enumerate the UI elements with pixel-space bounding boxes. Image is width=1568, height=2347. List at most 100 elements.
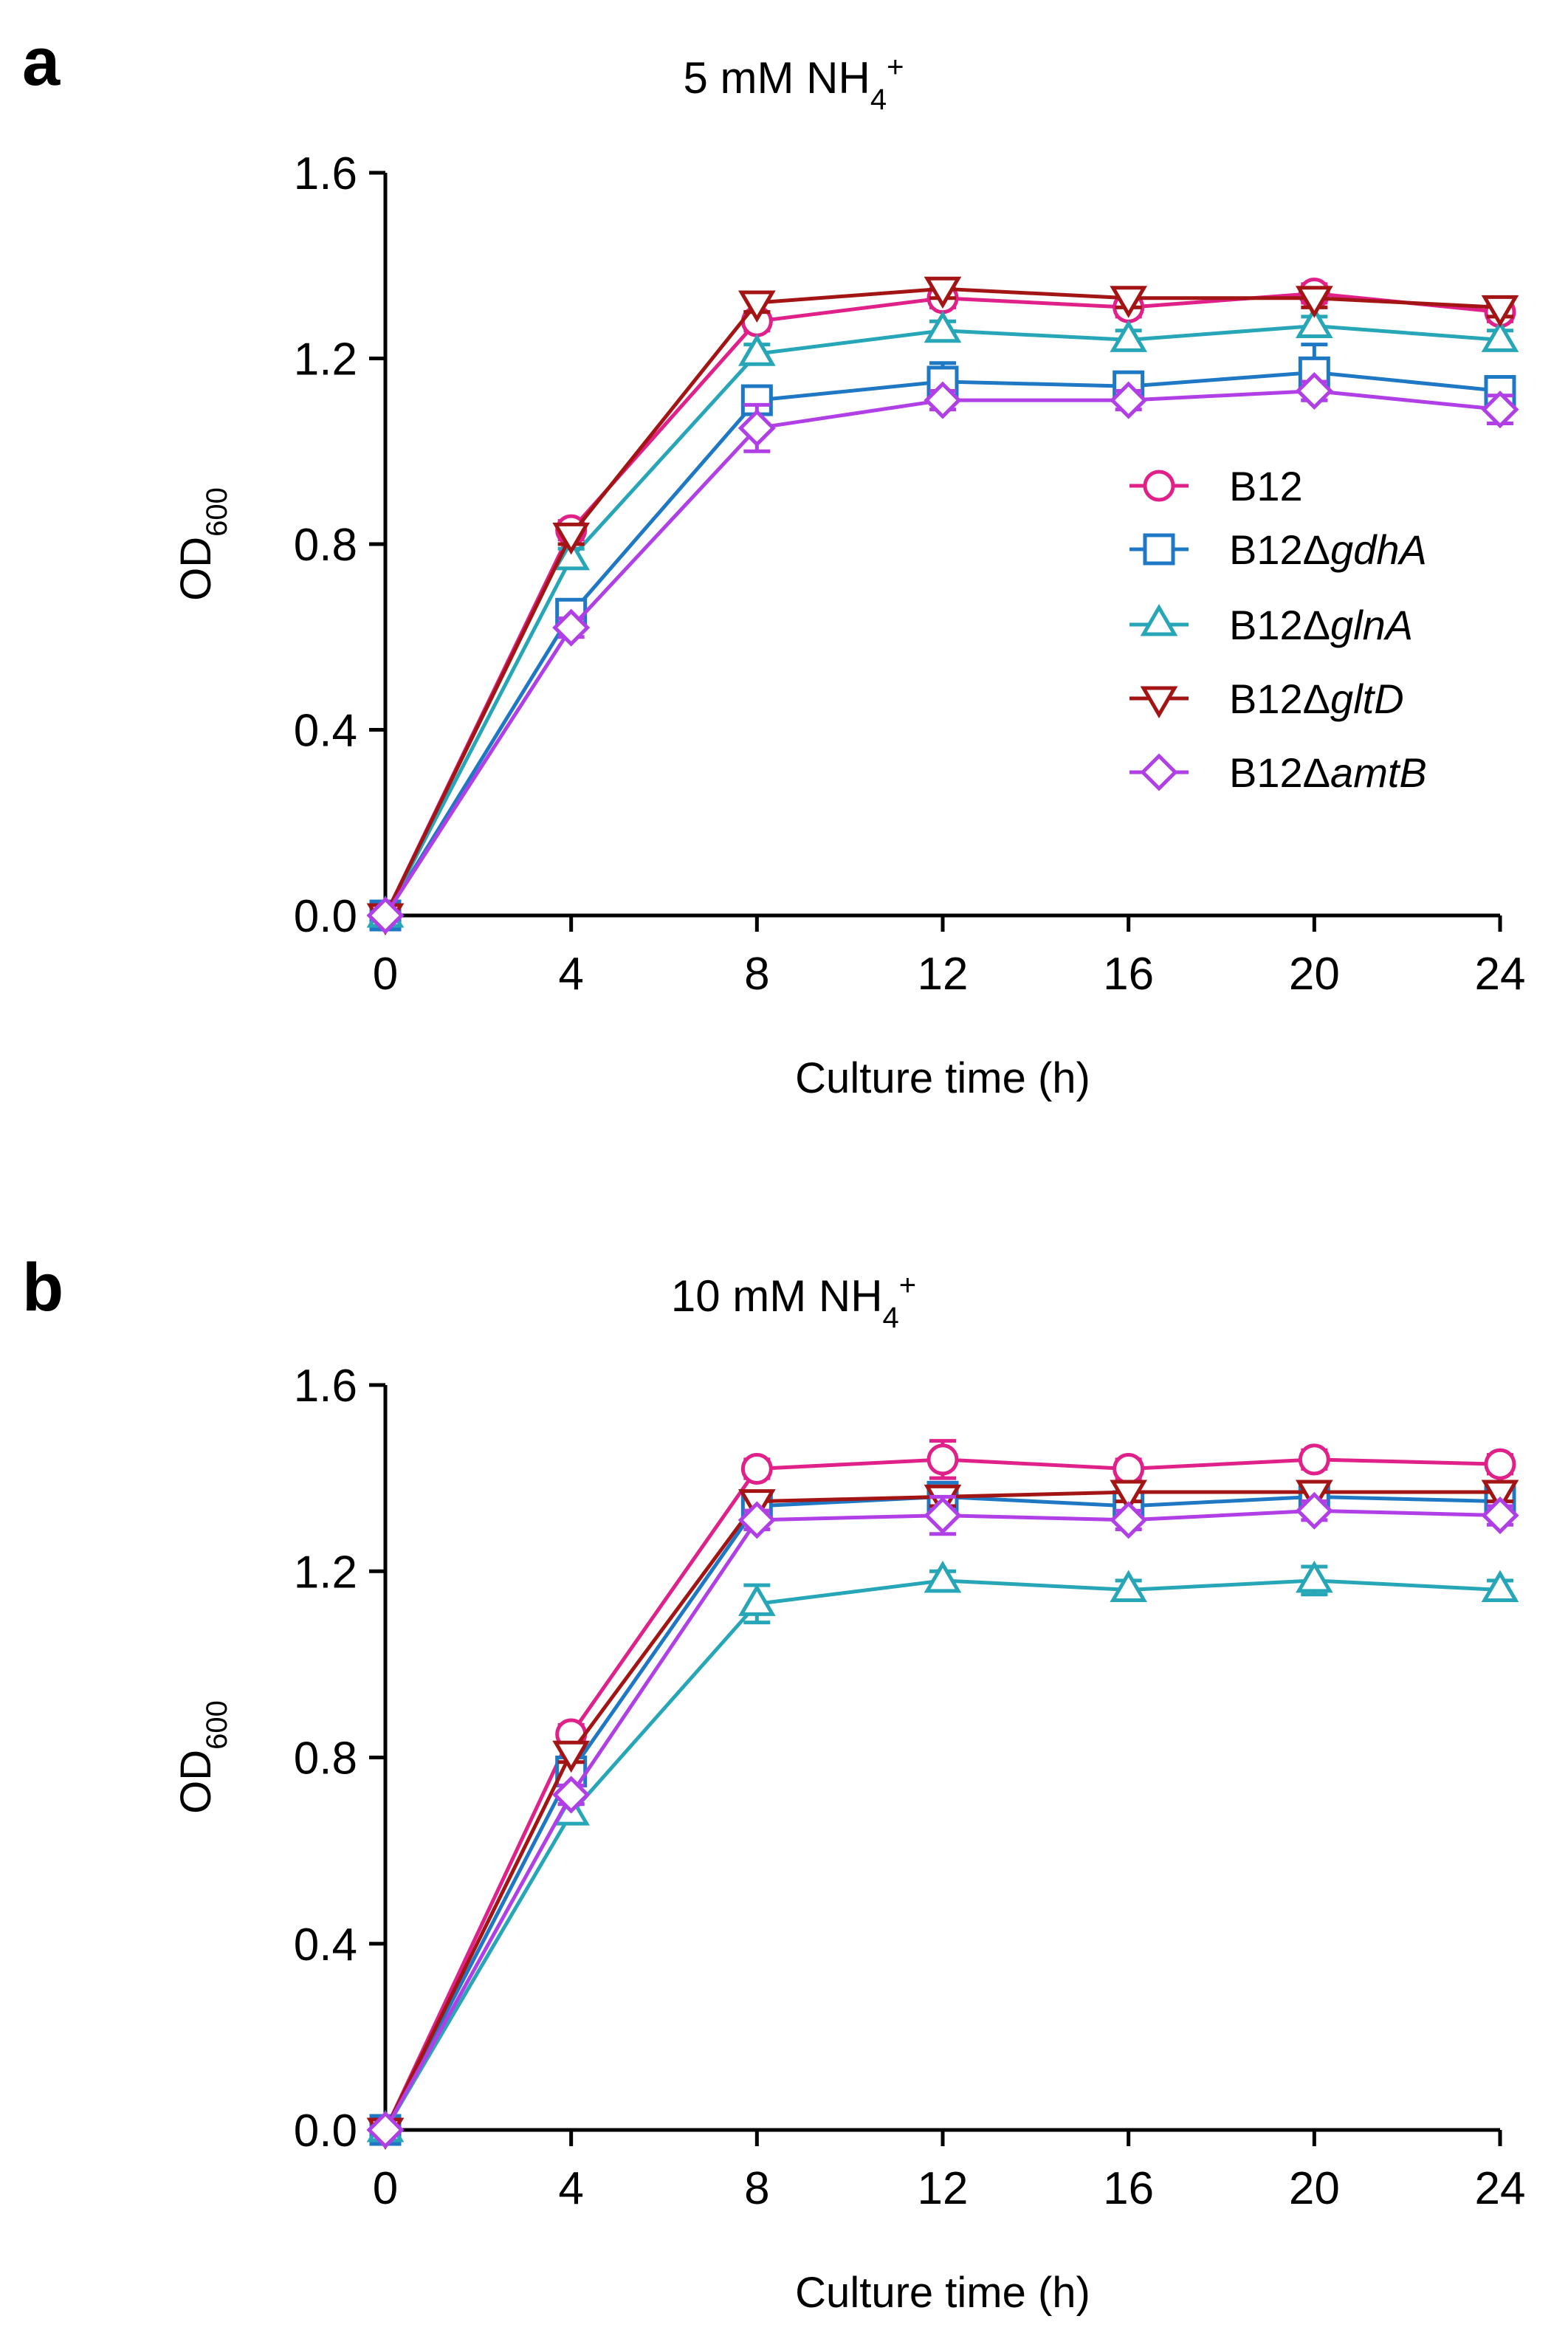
y-tick-label: 1.2 xyxy=(294,334,357,385)
data-point xyxy=(1295,1491,1333,1530)
y-tick-label: 0.0 xyxy=(294,2106,357,2157)
data-point xyxy=(366,896,405,935)
chart-title-a: 5 mM NH4+ xyxy=(684,51,904,116)
data-point xyxy=(1481,295,1519,328)
data-point xyxy=(552,608,591,647)
data-point xyxy=(1295,371,1333,410)
data-point xyxy=(1295,1560,1333,1593)
data-point xyxy=(1110,1501,1148,1539)
x-tick-label: 8 xyxy=(744,949,769,1000)
plot-area-a: 0 4 8 12 16 20 24 0.0 0.4 0.8 1.2 1.6 xyxy=(294,148,1526,1000)
data-point xyxy=(1110,381,1148,419)
y-tick-label: 0.8 xyxy=(294,520,357,571)
data-point xyxy=(924,1560,962,1593)
series-group-b xyxy=(366,1439,1519,2150)
data-point xyxy=(1295,286,1333,318)
x-tick-label: 12 xyxy=(918,949,969,1000)
x-tick-label: 20 xyxy=(1289,949,1340,1000)
y-tick-label: 1.6 xyxy=(294,148,357,199)
y-axis-label-b: OD600 xyxy=(172,1700,233,1814)
data-point xyxy=(737,334,776,366)
ticks-b: 0 4 8 12 16 20 24 0.0 0.4 0.8 1.2 1.6 xyxy=(294,1361,1526,2214)
legend-item-glna: B12ΔglnA xyxy=(1129,602,1413,648)
panel-label-a: a xyxy=(22,24,61,100)
panel-label-b: b xyxy=(22,1250,63,1325)
plot-area-b: 0 4 8 12 16 20 24 0.0 0.4 0.8 1.2 1.6 xyxy=(294,1361,1526,2214)
data-point xyxy=(737,409,776,447)
x-tick-label: 0 xyxy=(373,949,398,1000)
data-point xyxy=(1113,1453,1145,1485)
y-tick-label: 0.8 xyxy=(294,1733,357,1784)
data-point xyxy=(552,522,591,555)
series-3 xyxy=(366,276,1519,935)
legend-label-gltd: B12ΔgltD xyxy=(1229,676,1404,722)
series-line xyxy=(383,389,1501,917)
data-point xyxy=(1481,391,1519,429)
data-point xyxy=(1110,1570,1148,1602)
legend-marker-square xyxy=(1143,533,1175,566)
chart-title-b: 10 mM NH4+ xyxy=(671,1269,916,1334)
x-tick-label: 24 xyxy=(1475,2163,1526,2214)
data-point xyxy=(737,290,776,323)
series-line xyxy=(383,1508,1501,2131)
legend-item-gltd: B12ΔgltD xyxy=(1129,676,1404,722)
data-point xyxy=(924,381,962,419)
data-point xyxy=(552,1776,591,1814)
y-tick-label: 0.4 xyxy=(294,706,357,757)
ticks-a: 0 4 8 12 16 20 24 0.0 0.4 0.8 1.2 1.6 xyxy=(294,148,1526,1000)
legend-label-gdha: B12ΔgdhA xyxy=(1229,526,1427,573)
x-tick-label: 16 xyxy=(1103,949,1154,1000)
data-point xyxy=(1481,320,1519,352)
data-point xyxy=(926,1443,959,1476)
legend-marker-triangle-down xyxy=(1140,686,1178,718)
x-tick-label: 0 xyxy=(373,2163,398,2214)
data-point xyxy=(924,1496,962,1535)
legend-label-b12: B12 xyxy=(1229,463,1303,509)
legend-marker-diamond xyxy=(1140,753,1178,791)
legend: B12 B12ΔgdhA B12ΔglnA B12ΔgltD B12ΔamtB xyxy=(1129,463,1427,796)
series-group-a xyxy=(366,276,1519,935)
data-point xyxy=(740,1453,773,1485)
data-point xyxy=(1295,306,1333,338)
series-0 xyxy=(369,1439,1516,2146)
x-tick-label: 8 xyxy=(744,2163,769,2214)
data-point xyxy=(1298,1443,1330,1476)
x-tick-label: 20 xyxy=(1289,2163,1340,2214)
legend-label-glna: B12ΔglnA xyxy=(1229,602,1413,648)
data-point xyxy=(924,276,962,309)
x-tick-label: 24 xyxy=(1475,949,1526,1000)
y-tick-label: 0.0 xyxy=(294,891,357,942)
panel-b: b 10 mM NH4+ 0 4 8 12 16 20 240.00.40.81.21.6 … xyxy=(22,1250,1525,2317)
series-4 xyxy=(366,1491,1519,2149)
data-point xyxy=(552,1740,591,1773)
x-tick-label: 12 xyxy=(918,2163,969,2214)
legend-marker-triangle-up xyxy=(1140,604,1178,636)
x-axis-label-a: Culture time (h) xyxy=(795,1054,1090,1102)
y-tick-label: 1.2 xyxy=(294,1547,357,1598)
data-point xyxy=(552,537,591,571)
series-line xyxy=(383,1578,1501,2131)
data-point xyxy=(737,1501,776,1539)
x-tick-label: 16 xyxy=(1103,2163,1154,2214)
data-point xyxy=(1110,286,1148,318)
y-axis-label-a: OD600 xyxy=(172,487,233,601)
data-point xyxy=(737,1584,776,1616)
legend-item-gdha: B12ΔgdhA xyxy=(1129,526,1427,573)
data-point xyxy=(1481,1496,1519,1535)
x-tick-label: 4 xyxy=(558,949,583,1000)
x-axis-label-b: Culture time (h) xyxy=(795,2269,1090,2317)
legend-marker-circle xyxy=(1143,470,1175,502)
y-tick-label: 1.6 xyxy=(294,1361,357,1412)
data-point xyxy=(1481,1480,1519,1513)
series-2 xyxy=(366,1560,1519,2142)
legend-item-amtb: B12ΔamtB xyxy=(1129,749,1427,796)
x-tick-label: 4 xyxy=(558,2163,583,2214)
series-4 xyxy=(366,371,1519,935)
data-point xyxy=(1481,1570,1519,1602)
data-point xyxy=(1110,320,1148,352)
data-point xyxy=(366,2111,405,2149)
data-point xyxy=(1110,1480,1148,1513)
y-tick-label: 0.4 xyxy=(294,1920,357,1970)
legend-item-b12: B12 xyxy=(1129,463,1303,509)
